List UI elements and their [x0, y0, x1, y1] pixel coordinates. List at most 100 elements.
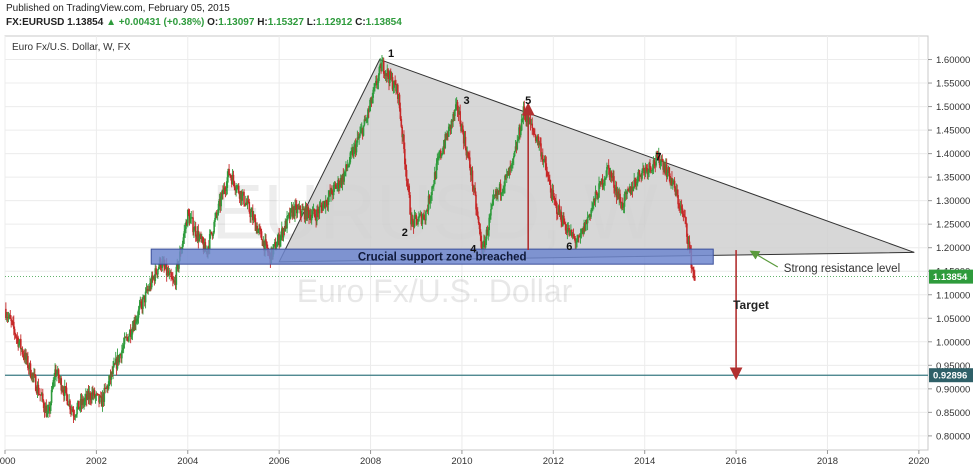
candle-body [34, 375, 37, 391]
candle-body [253, 216, 256, 219]
candle-body [299, 206, 302, 214]
candle-body [422, 214, 425, 219]
candle-body [450, 120, 453, 130]
candle-body [512, 158, 514, 163]
candle-body [19, 339, 21, 343]
candle-body [166, 271, 169, 276]
candle-body [39, 394, 41, 396]
candle-body [167, 271, 170, 276]
candle-body [657, 155, 659, 160]
target-label: Target [733, 298, 769, 312]
candle-body [368, 105, 371, 112]
candle-body [462, 132, 465, 144]
candle-body [581, 228, 584, 233]
candle-body [549, 179, 551, 185]
candle-body [419, 213, 422, 215]
candle-body [672, 182, 674, 185]
candle-body [652, 160, 655, 169]
candle-body [142, 297, 144, 309]
candle-body [640, 175, 642, 179]
candle-body [95, 393, 98, 397]
candle-body [412, 221, 415, 228]
candle-body [451, 120, 454, 122]
candle-body [292, 206, 295, 217]
candle-body [344, 171, 346, 174]
candle-body [483, 241, 486, 248]
candle-body [63, 386, 66, 396]
candle-body [511, 162, 513, 166]
candle-body [175, 266, 178, 285]
candle-body [188, 214, 191, 224]
candle-body [148, 289, 150, 291]
candle-body [573, 236, 576, 239]
candle-body [411, 218, 413, 225]
candle-body [237, 185, 240, 193]
candle-body [499, 183, 502, 195]
candle-body [393, 80, 396, 88]
candle-body [82, 399, 85, 405]
candle-body [23, 355, 26, 360]
candle-body [105, 388, 107, 389]
candle-body [664, 164, 667, 174]
candle-body [491, 199, 494, 205]
candle-body [20, 348, 23, 350]
candle-body [155, 268, 157, 274]
candle-body [349, 152, 352, 163]
candle-body [339, 178, 342, 186]
support-zone-label: Crucial support zone breached [358, 252, 527, 264]
candle-body [239, 191, 242, 199]
candle-body [157, 266, 160, 270]
candle-body [374, 83, 376, 89]
candle-body [514, 146, 517, 152]
candle-body [617, 191, 620, 199]
candle-body [222, 187, 225, 195]
candle-body [364, 119, 367, 122]
candle-body [177, 262, 179, 269]
y-tick-label: 1.60000 [936, 55, 970, 66]
candle-body [38, 394, 41, 395]
candle-body [618, 193, 621, 199]
candle-body [396, 84, 398, 92]
candle-body [110, 371, 113, 380]
high-label: H: [257, 17, 268, 28]
candle-body [663, 166, 665, 170]
candle-body [194, 226, 197, 237]
candle-body [513, 151, 516, 157]
candle-body [251, 211, 254, 221]
candle-body [572, 234, 575, 237]
candle-body [507, 171, 510, 176]
candle-body [480, 235, 483, 248]
candle-body [49, 402, 52, 411]
candle-body [392, 87, 395, 90]
candle-body [440, 153, 443, 157]
candle-body [280, 234, 282, 240]
candle-body [46, 411, 48, 417]
candle-body [575, 242, 577, 244]
candle-body [266, 241, 268, 249]
candle-body [89, 392, 92, 400]
candle-body [599, 181, 602, 185]
candle-body [494, 195, 497, 196]
candle-body [245, 202, 248, 205]
candle-body [283, 228, 286, 232]
candle-body [500, 192, 503, 195]
candle-body [125, 336, 128, 338]
candle-body [470, 170, 473, 176]
candle-body [396, 84, 399, 99]
candle-body [341, 174, 344, 185]
candle-body [5, 308, 7, 319]
candle-body [650, 170, 653, 172]
candle-body [458, 111, 461, 115]
candle-body [202, 243, 205, 252]
candle-body [249, 211, 251, 218]
y-tick-label: 1.45000 [936, 126, 970, 137]
candle-body [648, 162, 650, 171]
candle-body [424, 219, 426, 221]
candle-body [636, 176, 639, 184]
candle-body [505, 174, 508, 177]
candle-body [643, 169, 646, 174]
y-tick-label: 1.30000 [936, 196, 970, 207]
candle-body [35, 390, 38, 394]
candle-body [150, 275, 153, 288]
